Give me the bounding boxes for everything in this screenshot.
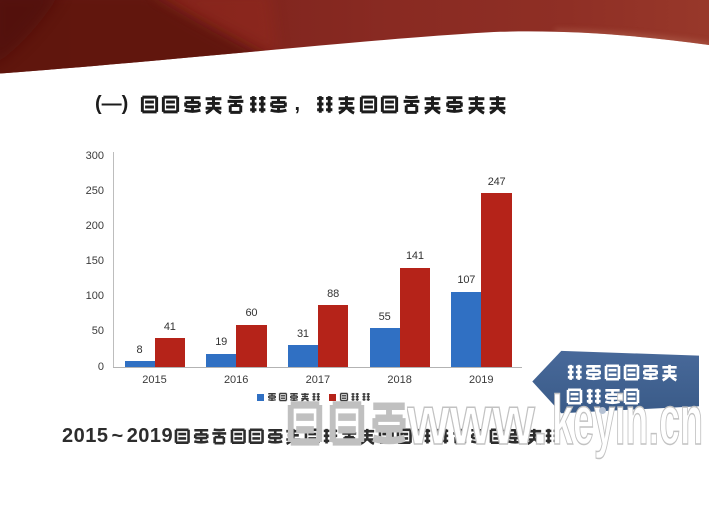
svg-text:www.: www.: [407, 383, 548, 459]
svg-text:keyin.cn: keyin.cn: [552, 383, 703, 459]
